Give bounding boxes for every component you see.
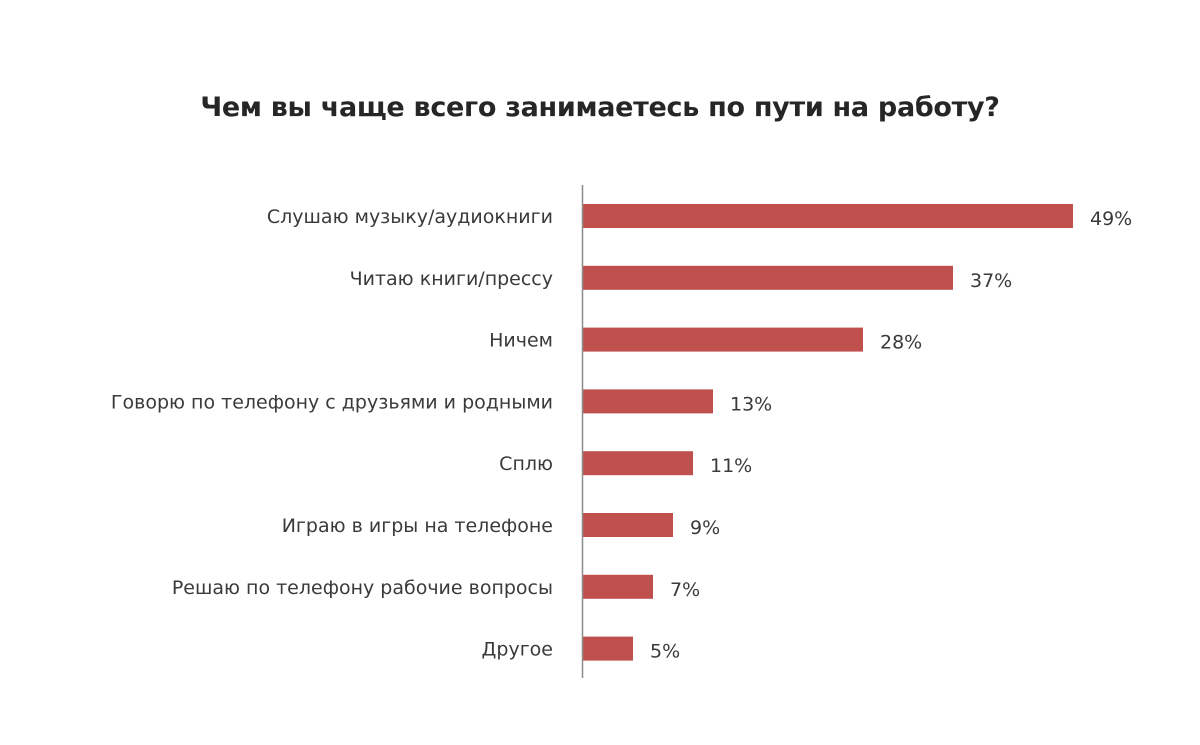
chart-title: Чем вы чаще всего занимаетесь по пути на… xyxy=(200,92,1000,123)
value-label: 28% xyxy=(880,332,922,354)
bar xyxy=(583,513,673,537)
value-labels: 49% 37% 28% 13% 11% 9% 7% 5% xyxy=(650,208,1132,663)
category-label: Читаю книги/прессу xyxy=(350,268,553,290)
category-label: Ничем xyxy=(489,330,553,352)
bar xyxy=(583,204,1073,228)
value-label: 5% xyxy=(650,641,680,663)
bars-group xyxy=(583,204,1073,661)
bar xyxy=(583,636,633,661)
bar xyxy=(583,327,863,352)
value-label: 37% xyxy=(970,270,1012,292)
bar xyxy=(583,574,653,599)
category-label: Играю в игры на телефоне xyxy=(282,515,553,537)
bar xyxy=(583,265,953,290)
category-label: Сплю xyxy=(499,453,553,475)
bar xyxy=(583,451,693,476)
value-label: 9% xyxy=(690,517,720,539)
category-label: Решаю по телефону рабочие вопросы xyxy=(172,577,553,599)
value-label: 7% xyxy=(670,579,700,601)
bar xyxy=(583,389,713,414)
category-label: Говорю по телефону с друзьями и родными xyxy=(111,391,553,413)
category-labels: Слушаю музыку/аудиокниги Читаю книги/прес… xyxy=(111,206,553,661)
category-label: Слушаю музыку/аудиокниги xyxy=(267,206,553,228)
value-label: 13% xyxy=(730,393,772,415)
category-label: Другое xyxy=(482,639,553,661)
value-label: 49% xyxy=(1090,208,1132,230)
value-label: 11% xyxy=(710,455,752,477)
